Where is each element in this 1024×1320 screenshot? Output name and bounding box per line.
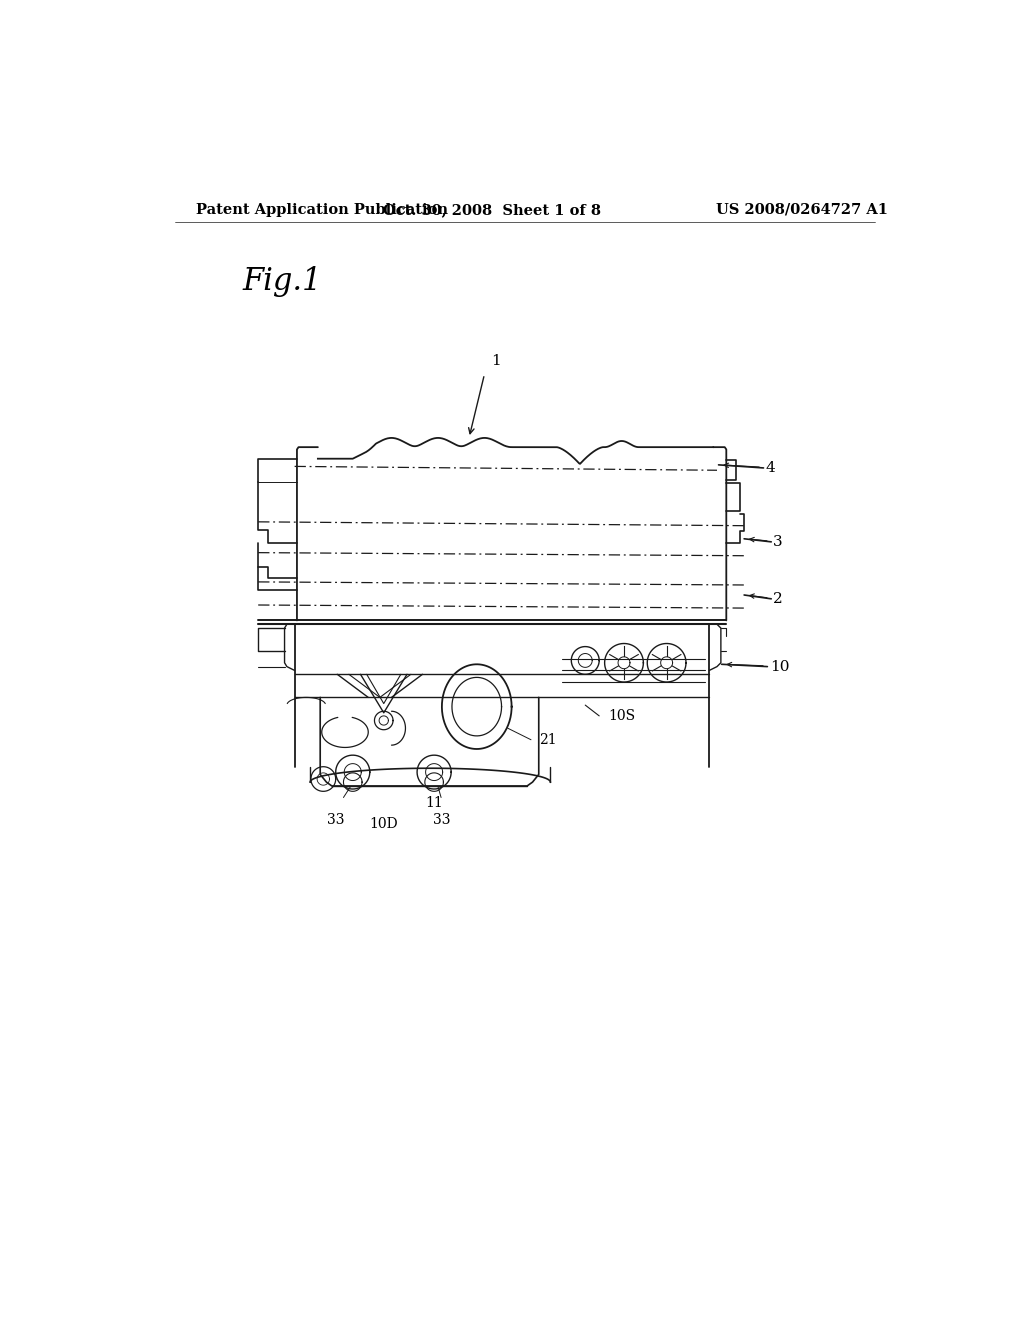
Text: 10: 10	[770, 660, 790, 673]
Text: US 2008/0264727 A1: US 2008/0264727 A1	[716, 203, 888, 216]
Text: 10D: 10D	[370, 817, 398, 830]
Text: 10S: 10S	[608, 709, 636, 723]
Text: 3: 3	[773, 535, 782, 549]
Text: 1: 1	[490, 354, 501, 368]
Text: 4: 4	[765, 461, 775, 475]
Text: Patent Application Publication: Patent Application Publication	[197, 203, 449, 216]
Text: 11: 11	[425, 796, 443, 810]
Text: 33: 33	[327, 813, 344, 826]
Text: Fig.1: Fig.1	[243, 267, 323, 297]
Text: Oct. 30, 2008  Sheet 1 of 8: Oct. 30, 2008 Sheet 1 of 8	[383, 203, 601, 216]
Text: 33: 33	[433, 813, 451, 826]
Text: 21: 21	[539, 733, 556, 747]
Text: 2: 2	[773, 591, 782, 606]
